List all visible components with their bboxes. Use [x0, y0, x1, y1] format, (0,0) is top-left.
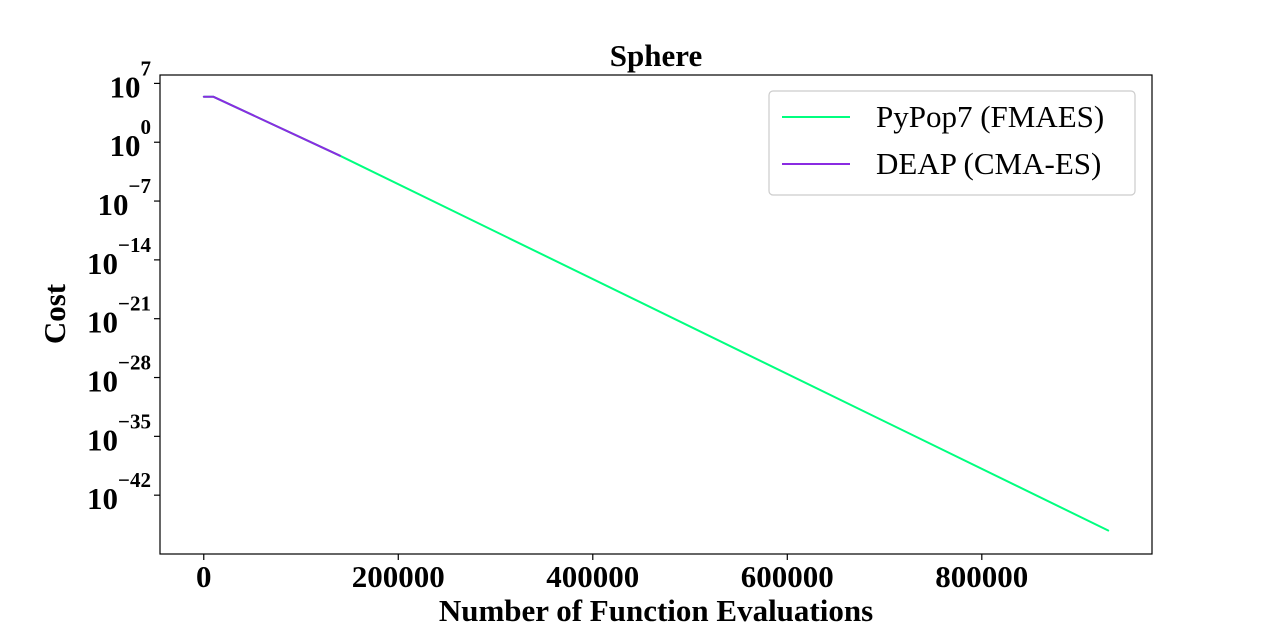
y-tick-exponent: −7 [129, 174, 151, 198]
x-tick-label: 400000 [546, 559, 639, 594]
y-tick-base: 10 [87, 305, 118, 340]
y-axis-label: Cost [37, 283, 72, 344]
y-tick-base: 10 [110, 128, 141, 163]
y-tick-exponent: −21 [118, 292, 151, 316]
y-tick-base: 10 [87, 246, 118, 281]
y-tick-base: 10 [110, 69, 141, 104]
y-tick-label: 10−21 [87, 292, 151, 340]
y-tick-label: 10−7 [98, 174, 151, 222]
ticks-group: 0 200000 400000 600000 80000010710010−710−14… [87, 56, 1028, 594]
y-tick-base: 10 [87, 422, 118, 457]
y-tick-base: 10 [98, 187, 129, 222]
x-tick-label: 800000 [935, 559, 1028, 594]
x-tick-label: 0 [196, 559, 212, 594]
y-tick-exponent: −28 [118, 351, 151, 375]
legend: PyPop7 (FMAES) DEAP (CMA-ES) [768, 90, 1136, 196]
y-tick-exponent: −35 [118, 409, 151, 433]
y-tick-base: 10 [87, 364, 118, 399]
y-tick-exponent: 7 [141, 56, 152, 80]
y-tick-exponent: −42 [118, 468, 151, 492]
legend-box [768, 90, 1136, 196]
y-tick-label: 10−35 [87, 409, 151, 457]
y-tick-label: 107 [110, 56, 152, 104]
series-line-1 [202, 95, 341, 157]
y-tick-label: 10−28 [87, 351, 151, 399]
chart-title: Sphere [610, 38, 702, 73]
plot-area [159, 74, 1153, 555]
y-tick-exponent: 0 [141, 115, 152, 139]
y-tick-label: 10−42 [87, 468, 151, 516]
y-tick-exponent: −14 [118, 233, 151, 257]
legend-label-0: PyPop7 (FMAES) [876, 99, 1104, 134]
y-tick-label: 100 [110, 115, 152, 163]
x-axis-label: Number of Function Evaluations [439, 593, 873, 624]
series-group [202, 95, 1110, 532]
y-tick-base: 10 [87, 481, 118, 516]
x-tick-label: 200000 [352, 559, 445, 594]
x-tick-label: 600000 [741, 559, 834, 594]
y-tick-label: 10−14 [87, 233, 151, 281]
legend-label-1: DEAP (CMA-ES) [876, 146, 1101, 181]
